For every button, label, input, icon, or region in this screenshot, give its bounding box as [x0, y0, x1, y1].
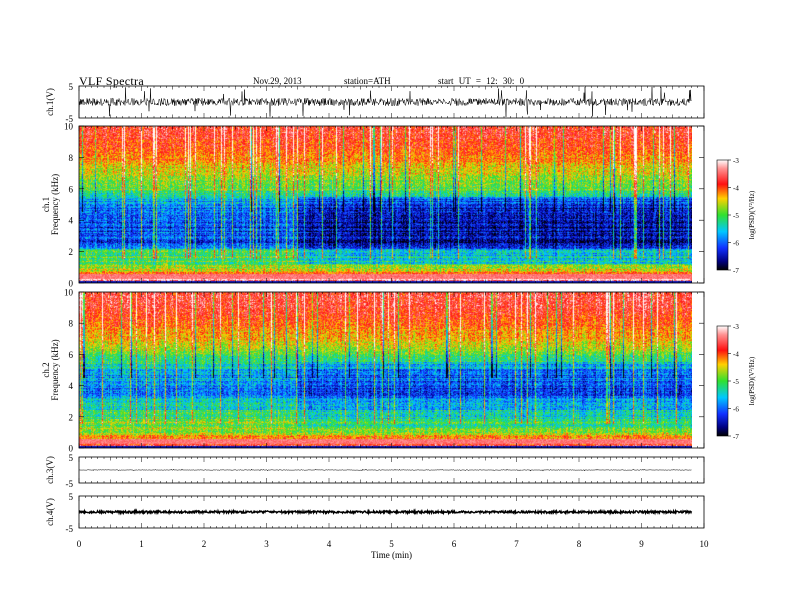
- station-label: station=ATH: [344, 76, 391, 86]
- colorbar-tick-label: -6: [733, 406, 739, 414]
- ch2-spectrogram-image: [79, 292, 692, 448]
- x-tick-label: 6: [452, 539, 457, 549]
- x-tick-label: 4: [327, 539, 332, 549]
- colorbar-tick-label: -7: [733, 267, 739, 275]
- x-tick-label: 2: [202, 539, 207, 549]
- colorbar-tick-label: -4: [733, 351, 739, 359]
- x-tick-label: 1: [139, 539, 144, 549]
- colorbar-label: log(PSD)(V²/Hz): [748, 356, 756, 405]
- y-tick-label: -5: [66, 524, 74, 534]
- y-tick-label: 8: [69, 319, 74, 329]
- y-tick-label: 5: [69, 453, 74, 463]
- y-tick-label: 0: [69, 279, 74, 289]
- colorbar-tick-label: -7: [733, 433, 739, 441]
- x-tick-label: 9: [639, 539, 644, 549]
- colorbar-tick-label: -3: [733, 157, 739, 165]
- colorbar: [716, 159, 729, 271]
- colorbar-tick-label: -6: [733, 240, 739, 248]
- date-label: Nov.29, 2013: [253, 76, 302, 86]
- colorbar-tick-label: -5: [733, 378, 739, 386]
- y-tick-label: -5: [66, 114, 74, 124]
- y-axis-label: ch.3(V): [45, 456, 55, 484]
- ch4-waveform-trace: [78, 508, 693, 516]
- y-axis-label: Frequency (kHz): [50, 339, 60, 400]
- y-tick-label: 10: [64, 122, 74, 132]
- y-tick-label: 4: [69, 381, 74, 391]
- x-tick-label: 3: [264, 539, 269, 549]
- colorbar: [716, 325, 729, 437]
- channel-label: ch.2: [41, 362, 51, 377]
- y-tick-label: 6: [69, 350, 74, 360]
- x-tick-label: 5: [389, 539, 394, 549]
- x-axis-label: Time (min): [371, 550, 412, 560]
- x-tick-label: 8: [577, 539, 582, 549]
- chart-title: VLF Spectra: [79, 74, 144, 88]
- x-tick-label: 0: [77, 539, 82, 549]
- y-tick-label: 0: [69, 444, 74, 454]
- y-axis-label: ch.1(V): [45, 88, 55, 116]
- y-tick-label: 6: [69, 184, 74, 194]
- channel-label: ch.1: [41, 197, 51, 212]
- ch1-spectrogram-image: [79, 126, 692, 283]
- ch3-waveform-trace: [78, 468, 692, 472]
- y-tick-label: 5: [69, 82, 74, 92]
- y-tick-label: 2: [69, 412, 74, 422]
- x-tick-label: 7: [514, 539, 519, 549]
- start-ut-label: start UT = 12: 30: 0: [438, 76, 525, 86]
- ch1-waveform-trace: [78, 86, 692, 117]
- colorbar-tick-label: -3: [733, 323, 739, 331]
- colorbar-tick-label: -5: [733, 212, 739, 220]
- y-axis-label: Frequency (kHz): [50, 174, 60, 235]
- y-tick-label: 8: [69, 153, 74, 163]
- colorbar-tick-label: -4: [733, 185, 739, 193]
- y-tick-label: 2: [69, 247, 74, 257]
- colorbar-label: log(PSD)(V²/Hz): [748, 190, 756, 239]
- x-tick-label: 10: [700, 539, 710, 549]
- y-tick-label: 4: [69, 216, 74, 226]
- y-tick-label: 10: [64, 288, 74, 298]
- y-tick-label: -5: [66, 479, 74, 489]
- y-axis-label: ch.4(V): [45, 498, 55, 526]
- y-tick-label: 5: [69, 492, 74, 502]
